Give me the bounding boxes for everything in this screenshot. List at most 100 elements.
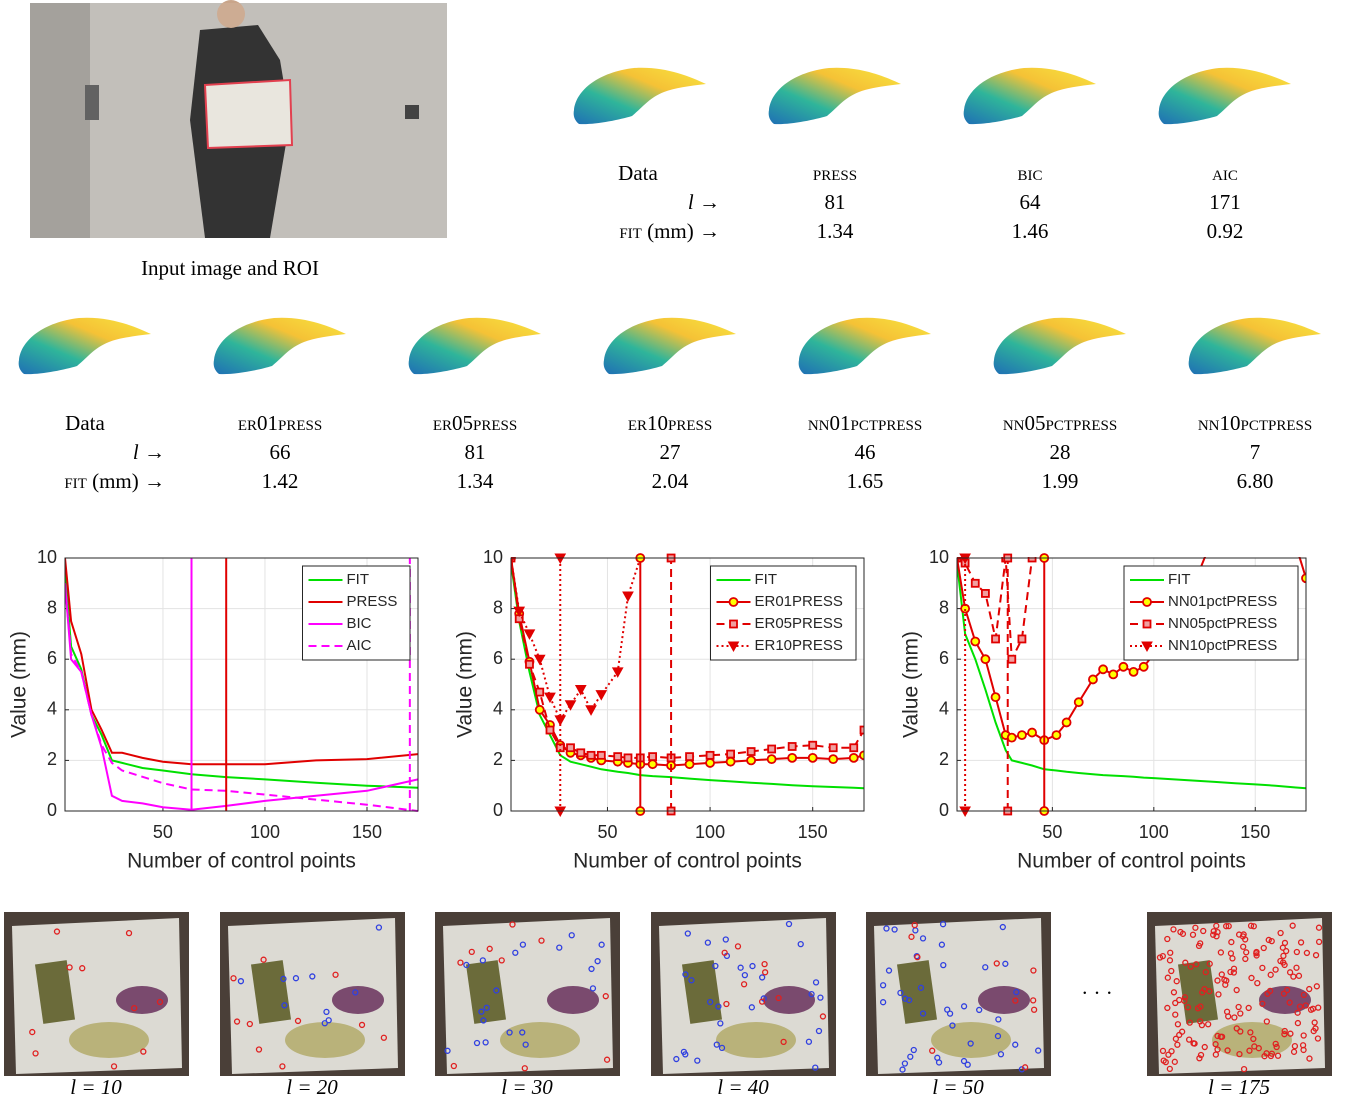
y-tick-label: 6: [47, 648, 57, 668]
l-value: 46: [855, 440, 876, 464]
marker: [971, 637, 979, 645]
fit-name: fit: [64, 469, 87, 493]
marker: [546, 727, 553, 734]
x-tick-label: 50: [153, 822, 173, 842]
l-value: 28: [1050, 440, 1071, 464]
point-cloud: [964, 68, 1096, 124]
fit-value: 1.34: [817, 219, 854, 243]
marker: [982, 590, 989, 597]
column-header: nn10pctpress: [1198, 411, 1312, 435]
marker: [706, 759, 714, 767]
fit-unit: (mm) →: [92, 469, 165, 493]
row-label: fit (mm) →: [64, 469, 165, 493]
marker: [809, 754, 817, 762]
legend-label: FIT: [1168, 571, 1191, 588]
point-cloud: [799, 318, 931, 374]
marker: [1028, 729, 1036, 737]
x-axis-label: Number of control points: [127, 850, 356, 873]
legend-label: NN10pctPRESS: [1168, 637, 1277, 654]
marker: [649, 753, 656, 760]
marker: [981, 655, 989, 663]
marker: [727, 751, 734, 758]
marker: [1099, 665, 1107, 673]
y-tick-label: 8: [939, 597, 949, 617]
y-tick-label: 0: [493, 800, 503, 820]
x-tick-label: 100: [250, 822, 280, 842]
y-tick-label: 4: [47, 699, 57, 719]
marker: [707, 752, 714, 759]
bowl: [332, 986, 384, 1014]
y-tick-label: 10: [37, 547, 57, 567]
marker: [768, 746, 775, 753]
legend-label: NN05pctPRESS: [1168, 615, 1277, 632]
point-cloud: [994, 318, 1126, 374]
marker: [567, 744, 574, 751]
legend-label: AIC: [347, 637, 372, 654]
marker: [649, 760, 657, 768]
legend-label: BIC: [347, 615, 372, 632]
point-cloud: [769, 68, 901, 124]
marker: [1089, 675, 1097, 683]
marker: [1119, 663, 1127, 671]
marker: [992, 693, 1000, 701]
marker: [588, 752, 595, 759]
photo-caption: l = 20: [286, 1075, 338, 1099]
column-header: press: [813, 161, 857, 185]
marker: [1052, 731, 1060, 739]
y-tick-label: 2: [939, 749, 949, 769]
photo-caption: l = 175: [1208, 1075, 1270, 1099]
l-value: 81: [465, 440, 486, 464]
point-cloud: [19, 318, 151, 374]
column-header: er05press: [433, 411, 517, 435]
legend-label: ER10PRESS: [755, 637, 843, 654]
marker: [788, 754, 796, 762]
l-value: 7: [1250, 440, 1261, 464]
figure: Input image and ROIDatapressbicaicl →fit…: [0, 0, 1347, 1101]
y-tick-label: 2: [493, 749, 503, 769]
row-label: l →: [688, 190, 720, 214]
marker: [809, 742, 816, 749]
x-tick-label: 100: [695, 822, 725, 842]
point-cloud: [409, 318, 541, 374]
marker: [1018, 731, 1026, 739]
plate: [69, 1022, 149, 1058]
point-cloud: [1159, 68, 1291, 124]
marker: [1008, 656, 1015, 663]
ellipsis: · · ·: [1081, 981, 1112, 1005]
x-axis-label: Number of control points: [1017, 850, 1246, 873]
y-tick-label: 10: [483, 547, 503, 567]
legend-label: FIT: [755, 571, 778, 588]
y-tick-label: 4: [493, 699, 503, 719]
marker: [748, 748, 755, 755]
marker: [830, 744, 837, 751]
y-tick-label: 4: [939, 699, 949, 719]
point-cloud: [214, 318, 346, 374]
fit-value: 1.42: [262, 469, 299, 493]
x-tick-label: 50: [1042, 822, 1062, 842]
marker: [577, 749, 584, 756]
bowl: [978, 986, 1030, 1014]
l-value: 171: [1209, 190, 1241, 214]
x-tick-label: 150: [1240, 822, 1270, 842]
column-header: er01press: [238, 411, 322, 435]
marker: [1063, 718, 1071, 726]
row-label: l →: [133, 440, 165, 464]
fit-unit: (mm) →: [647, 219, 720, 243]
row-label: fit (mm) →: [619, 219, 720, 243]
y-tick-label: 2: [47, 749, 57, 769]
marker: [624, 754, 631, 761]
y-axis-label: Value (mm): [900, 631, 923, 738]
plate: [285, 1022, 365, 1058]
column-header: Data: [65, 411, 105, 435]
plate: [1212, 1022, 1292, 1058]
x-tick-label: 50: [597, 822, 617, 842]
y-axis-label: Value (mm): [8, 631, 31, 738]
y-tick-label: 8: [47, 597, 57, 617]
fit-name: fit: [619, 219, 642, 243]
page: { "input_caption": "Input image and ROI"…: [0, 0, 1347, 1101]
marker: [536, 706, 544, 714]
fit-value: 0.92: [1207, 219, 1244, 243]
column-header: aic: [1212, 161, 1238, 185]
legend-label: PRESS: [347, 593, 398, 610]
x-axis-label: Number of control points: [573, 850, 802, 873]
